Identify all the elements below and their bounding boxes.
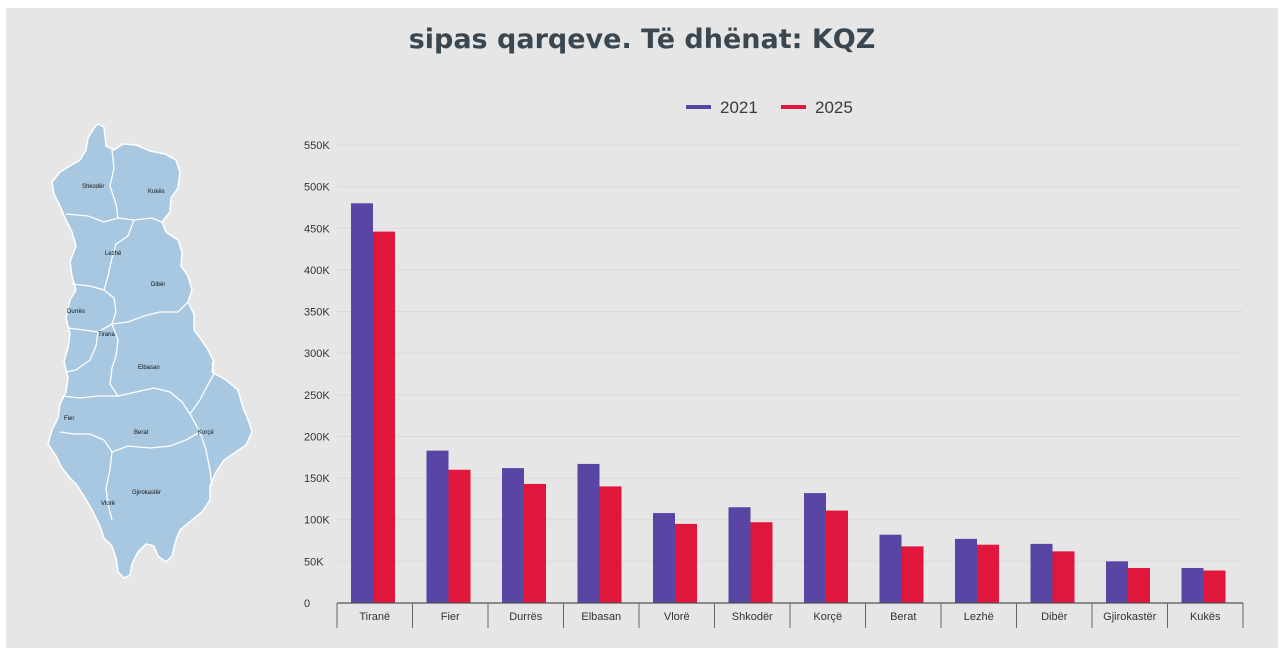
bar-2021-Gjirokastër	[1106, 561, 1128, 603]
bar-2021-Lezhë	[955, 538, 977, 603]
chart-bars	[351, 203, 1226, 604]
x-tick-label: Kukës	[1190, 611, 1221, 623]
map-label-fier: Fier	[64, 416, 74, 422]
y-tick-label: 400K	[304, 265, 330, 277]
x-tick-label: Berat	[890, 611, 916, 623]
district-borders	[59, 149, 215, 521]
bar-2021-Kukës	[1181, 568, 1204, 603]
bar-2025-Korçë	[826, 510, 848, 603]
bar-2021-Berat	[879, 534, 902, 603]
bar-2025-Tiranë	[373, 231, 395, 603]
bar-2025-Dibër	[1052, 551, 1075, 603]
legend-label-2021: 2021	[720, 98, 758, 117]
y-tick-label: 100K	[304, 515, 330, 527]
bar-2025-Elbasan	[599, 486, 622, 603]
map-label-tirana: Tirana	[98, 332, 115, 338]
y-tick-label: 300K	[304, 348, 330, 360]
bar-2021-Tiranë	[351, 203, 373, 604]
map-shape	[47, 123, 253, 579]
bar-2021-Dibër	[1030, 543, 1053, 603]
y-tick-label: 200K	[304, 431, 330, 443]
y-tick-label: 450K	[304, 223, 330, 235]
x-tick-label: Elbasan	[581, 611, 621, 623]
bar-2021-Shkodër	[728, 507, 751, 603]
bar-2025-Fier	[448, 469, 471, 603]
bar-2025-Berat	[901, 546, 924, 603]
bar-2021-Vlorë	[653, 513, 675, 603]
bar-2025-Gjirokastër	[1128, 568, 1150, 603]
y-tick-label: 150K	[304, 473, 330, 485]
page-title: sipas qarqeve. Të dhënat: KQZ	[408, 24, 876, 55]
map-label-vlore: Vlorë	[101, 501, 116, 507]
bar-2021-Durrës	[502, 468, 524, 603]
x-tick-label: Durrës	[509, 611, 543, 623]
x-tick-label: Korçë	[813, 611, 842, 623]
x-tick-label: Fier	[441, 611, 460, 623]
x-axis: Tiranë Fier Durrës Elbasan Vlorë Shkodër Korçë…	[336, 602, 1244, 628]
x-tick-label: Gjirokastër	[1103, 611, 1157, 623]
map-label-korce: Korçë	[198, 430, 214, 436]
x-tick-label: Vlorë	[664, 611, 690, 623]
bar-2021-Fier	[426, 450, 449, 603]
chart-grid	[337, 144, 1243, 562]
y-tick-label: 250K	[304, 390, 330, 402]
bar-2025-Kukës	[1203, 570, 1226, 603]
x-tick-label: Dibër	[1041, 611, 1068, 623]
map-label-berat: Berat	[134, 430, 149, 436]
y-tick-label: 550K	[304, 140, 330, 152]
y-tick-label: 0	[304, 598, 310, 610]
y-tick-label: 50K	[304, 556, 324, 568]
map-label-gjirokaster: Gjirokastër	[132, 490, 161, 496]
chart-canvas	[6, 8, 1278, 648]
y-tick-label: 350K	[304, 307, 330, 319]
chart-legend: 2021 2025	[686, 98, 853, 117]
map-label-durres: Durrës	[67, 309, 85, 315]
map-label-shkoder: Shkodër	[82, 184, 104, 190]
y-tick-label: 500K	[304, 182, 330, 194]
map-label-kukes: Kukës	[148, 189, 165, 195]
bar-2025-Vlorë	[675, 523, 697, 603]
x-tick-label: Lezhë	[964, 611, 994, 623]
legend-label-2025: 2025	[815, 98, 853, 117]
albania-map: Shkodër Kukës Lezhë Dibër Durrës Tirana …	[47, 123, 253, 579]
map-label-elbasan: Elbasan	[138, 365, 160, 371]
map-label-diber: Dibër	[151, 282, 165, 288]
map-label-lezhe: Lezhë	[105, 251, 122, 257]
bar-2021-Elbasan	[577, 463, 600, 603]
bar-2025-Durrës	[524, 483, 546, 603]
y-axis: 0 50K 100K 150K 200K 250K 300K 350K 400K 450K 500K…	[304, 140, 330, 610]
x-tick-label: Tiranë	[359, 611, 390, 623]
bar-2025-Shkodër	[750, 522, 773, 603]
bar-2025-Lezhë	[977, 544, 999, 603]
bar-2021-Korçë	[804, 493, 826, 603]
x-tick-label: Shkodër	[732, 611, 773, 623]
